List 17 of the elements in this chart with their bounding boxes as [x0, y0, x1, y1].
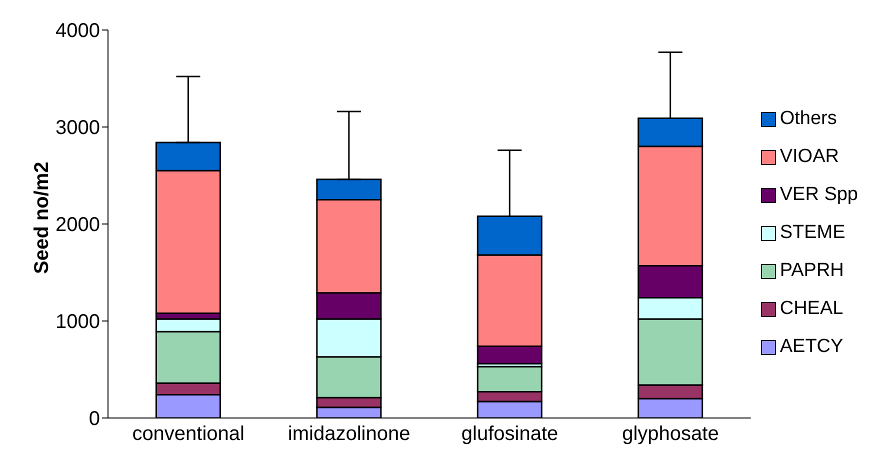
legend-label: VER Spp	[780, 184, 858, 206]
y-tick-label: 1000	[56, 311, 100, 334]
legend-label: STEME	[780, 222, 846, 244]
legend-label: VIOAR	[780, 146, 839, 168]
y-tick-label: 3000	[56, 117, 100, 140]
y-tick-label: 2000	[56, 214, 100, 236]
legend-label: CHEAL	[780, 298, 844, 320]
legend-label: PAPRH	[780, 260, 844, 282]
x-tick-label: imidazolinone	[288, 423, 410, 446]
x-tick-label: glyphosate	[622, 423, 719, 446]
y-axis-title: Seed no/m2	[31, 162, 54, 274]
legend-label: AETCY	[780, 336, 844, 358]
y-tick-label: 4000	[56, 20, 100, 42]
legend-label: Others	[780, 108, 837, 130]
y-tick-label: 0	[88, 408, 100, 430]
x-tick-label: conventional	[132, 423, 245, 446]
x-tick-label: glufosinate	[461, 423, 558, 446]
